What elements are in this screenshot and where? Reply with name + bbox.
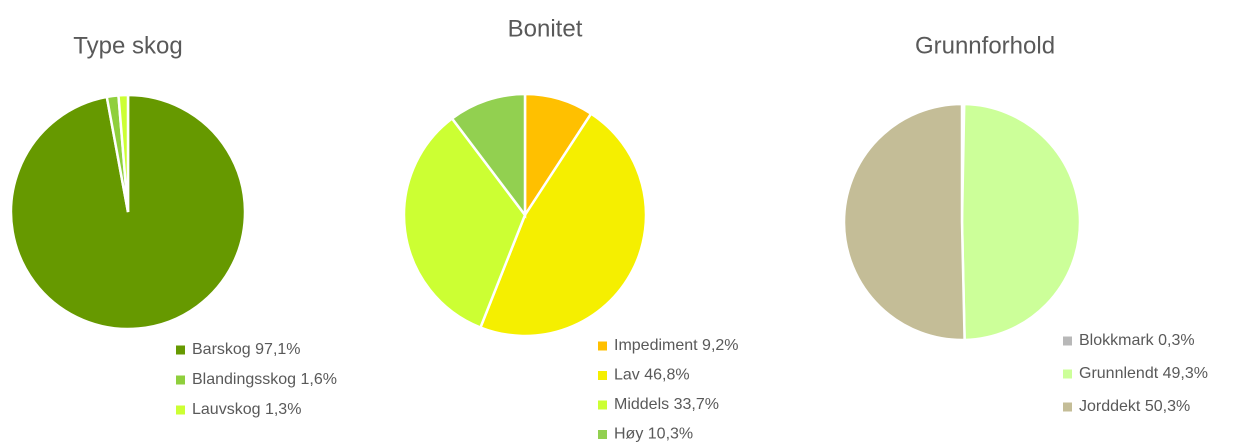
legend-name: Blokkmark (1079, 332, 1155, 349)
chart-title: Bonitet (508, 15, 583, 42)
legend-swatch (1063, 369, 1072, 379)
legend-swatch (598, 430, 607, 439)
legend-label: Blokkmark 0,3% (1079, 332, 1195, 349)
legend-swatch (1063, 336, 1072, 346)
legend-label: Lauvskog 1,3% (192, 401, 301, 418)
legend-label: Blandingsskog 1,6% (192, 371, 337, 388)
legend-value: 33,7% (674, 396, 719, 413)
legend-label: Impediment 9,2% (614, 337, 739, 354)
legend-swatch (176, 405, 185, 415)
legend-value: 97,1% (255, 341, 300, 358)
legend-name: Middels (614, 396, 669, 413)
legend-name: Barskog (192, 341, 251, 358)
legend-label: Middels 33,7% (614, 396, 719, 413)
legend-value: 49,3% (1163, 365, 1208, 382)
legend-name: Blandingsskog (192, 371, 296, 388)
legend-name: Lav (614, 367, 640, 384)
legend-name: Grunnlendt (1079, 365, 1159, 382)
legend-swatch (598, 400, 607, 410)
legend-label: Lav 46,8% (614, 367, 690, 384)
legend-name: Lauvskog (192, 401, 261, 418)
legend-swatch (598, 341, 607, 351)
legend-swatch (176, 345, 185, 355)
legend-value: 9,2% (702, 337, 738, 354)
legend-label: Høy 10,3% (614, 426, 693, 443)
pie-slice (842, 102, 966, 342)
pie-slice (117, 93, 130, 213)
legend-label: Jorddekt 50,3% (1079, 398, 1190, 415)
chart-title: Grunnforhold (915, 32, 1055, 59)
legend-value: 10,3% (648, 426, 693, 443)
legend-value: 0,3% (1158, 332, 1194, 349)
legend-label: Grunnlendt 49,3% (1079, 365, 1208, 382)
legend-value: 1,6% (301, 371, 337, 388)
pie-slice (450, 92, 527, 219)
pie-slice (402, 116, 527, 330)
legend-name: Høy (614, 426, 643, 443)
legend-value: 50,3% (1145, 398, 1190, 415)
legend-swatch (598, 371, 607, 380)
legend-label: Barskog 97,1% (192, 341, 301, 358)
legend-name: Jorddekt (1079, 398, 1141, 415)
legend-value: 46,8% (644, 367, 689, 384)
pie-slice (478, 111, 648, 338)
legend-name: Impediment (614, 337, 698, 354)
legend-value: 1,3% (265, 401, 301, 418)
chart-title: Type skog (73, 32, 182, 59)
legend-swatch (176, 375, 185, 385)
legend-swatch (1063, 402, 1072, 412)
pie-slice (960, 102, 1082, 342)
